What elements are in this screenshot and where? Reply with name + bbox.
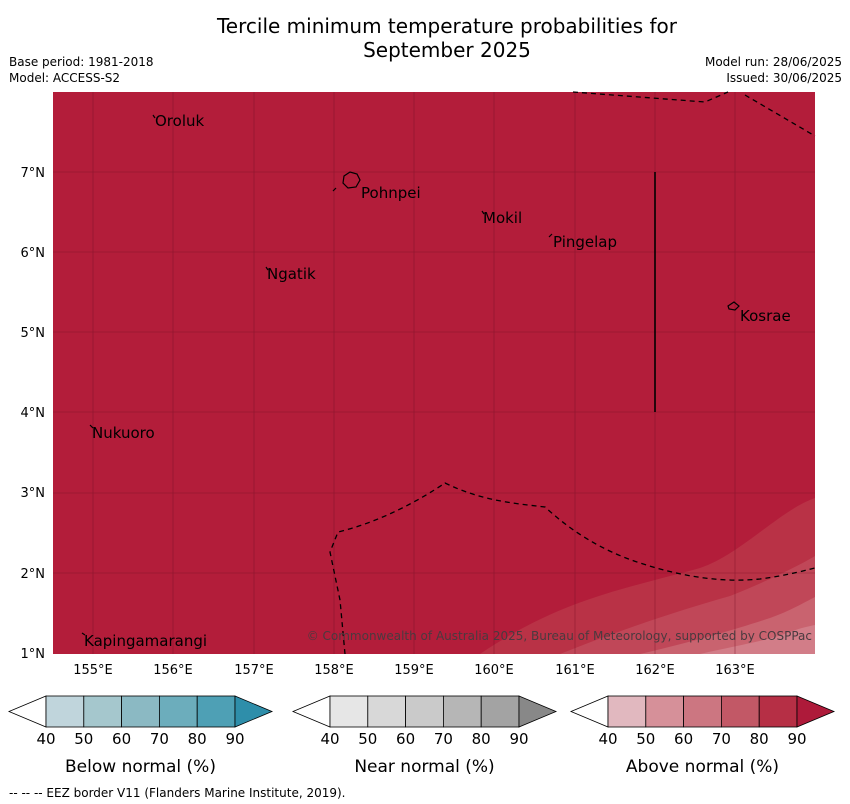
place-oroluk: Oroluk — [155, 112, 204, 130]
legend-1-swatch-2 — [367, 695, 406, 728]
place-kapingamarangi: Kapingamarangi — [84, 632, 207, 650]
legend-0-tick-70: 70 — [150, 730, 169, 748]
legend-1-tick-90: 90 — [509, 730, 528, 748]
pohnpei-island — [342, 171, 361, 189]
kosrae-island — [727, 301, 740, 311]
legend-0-tick-40: 40 — [36, 730, 55, 748]
meta-left: Base period: 1981-2018 Model: ACCESS-S2 — [9, 54, 154, 86]
lat-tick-2n: 2°N — [21, 567, 46, 582]
legend-0-swatch-3 — [121, 695, 160, 728]
lon-tick-161e: 161°E — [555, 663, 595, 678]
lat-axis: 1°N 2°N 3°N 4°N 5°N 6°N 7°N — [21, 166, 46, 662]
meta-right: Model run: 28/06/2025 Issued: 30/06/2025 — [705, 54, 842, 86]
legend-0-high-arrow — [234, 695, 274, 728]
lat-tick-1n: 1°N — [21, 647, 46, 662]
legend-2-tick-50: 50 — [636, 730, 655, 748]
legend-1-swatch-4 — [442, 695, 482, 728]
legend-0-tick-90: 90 — [225, 730, 244, 748]
lon-tick-156e: 156°E — [153, 663, 193, 678]
place-ngatik: Ngatik — [267, 265, 316, 283]
place-mokil: Mokil — [483, 209, 522, 227]
legend-1-tick-50: 50 — [358, 730, 377, 748]
legend-1-swatch-3 — [405, 695, 444, 728]
lon-tick-155e: 155°E — [73, 663, 113, 678]
lon-tick-158e: 158°E — [314, 663, 354, 678]
title-line-2: September 2025 — [363, 38, 531, 62]
lon-tick-162e: 162°E — [635, 663, 675, 678]
legend-1-label: Near normal (%) — [354, 757, 494, 777]
lat-tick-3n: 3°N — [21, 486, 46, 501]
legend-2-low-arrow — [569, 695, 609, 728]
legend-2-swatch-4 — [721, 695, 760, 728]
legend-2-swatch-3 — [683, 695, 722, 728]
copyright-notice: © Commonwealth of Australia 2025, Bureau… — [307, 629, 812, 643]
place-nukuoro: Nukuoro — [92, 424, 155, 442]
legend-0-low-arrow — [7, 695, 47, 728]
legend-0-swatch-2 — [83, 695, 123, 728]
legend-1-swatch-5 — [480, 695, 520, 728]
legend-2-tick-80: 80 — [750, 730, 769, 748]
legend-2-tick-70: 70 — [712, 730, 731, 748]
legend-1-tick-40: 40 — [320, 730, 339, 748]
model-run: Model run: 28/06/2025 — [704, 55, 842, 69]
legend-0-tick-80: 80 — [188, 730, 207, 748]
legend-2-tick-60: 60 — [674, 730, 693, 748]
legend-2-tick-90: 90 — [787, 730, 806, 748]
legend-2-high-arrow — [796, 695, 836, 728]
legend-0-swatch-4 — [158, 695, 198, 728]
legend-0-label: Below normal (%) — [65, 757, 216, 777]
lat-tick-7n: 7°N — [21, 166, 46, 181]
eez-borders — [329, 91, 816, 655]
legend-1-tick-70: 70 — [434, 730, 453, 748]
issued-date: Issued: 30/06/2025 — [726, 71, 842, 85]
legend-0-tick-50: 50 — [74, 730, 93, 748]
legend-1-tick-60: 60 — [396, 730, 415, 748]
legend-1-swatch-1 — [329, 695, 369, 728]
lon-axis: 155°E 156°E 157°E 158°E 159°E 160°E 161°… — [73, 663, 755, 678]
legend-group: 40 50 60 70 80 90 Below normal (%) 40 50 60 70 80 90… — [7, 695, 836, 777]
map-background — [53, 92, 815, 654]
legend-2-swatch-1 — [607, 695, 647, 728]
island-outlines — [81, 114, 740, 636]
map-title: Tercile minimum temperature probabilitie… — [0, 14, 850, 62]
legend-2-swatch-5 — [758, 695, 798, 728]
lon-tick-157e: 157°E — [234, 663, 274, 678]
legend-2-tick-40: 40 — [598, 730, 617, 748]
legend-0-tick-60: 60 — [112, 730, 131, 748]
lat-tick-5n: 5°N — [21, 326, 46, 341]
legend-2-label: Above normal (%) — [626, 757, 779, 777]
legend-1-low-arrow — [291, 695, 331, 728]
legend-0-swatch-1 — [45, 695, 85, 728]
lon-tick-159e: 159°E — [394, 663, 434, 678]
title-line-1: Tercile minimum temperature probabilitie… — [216, 14, 678, 38]
legend-1-high-arrow — [518, 695, 558, 728]
place-pohnpei: Pohnpei — [361, 184, 421, 202]
legend-2-swatch-2 — [645, 695, 684, 728]
probability-band-40 — [700, 625, 815, 654]
place-kosrae: Kosrae — [740, 307, 791, 325]
lat-tick-6n: 6°N — [21, 246, 46, 261]
eez-footnote: -- -- -- EEZ border V11 (Flanders Marine… — [9, 786, 346, 800]
lat-tick-4n: 4°N — [21, 406, 46, 421]
model-name: Model: ACCESS-S2 — [9, 71, 121, 85]
lon-tick-163e: 163°E — [715, 663, 755, 678]
place-pingelap: Pingelap — [553, 233, 617, 251]
legend-0-swatch-5 — [196, 695, 236, 728]
lon-tick-160e: 160°E — [474, 663, 514, 678]
base-period: Base period: 1981-2018 — [9, 55, 154, 69]
legend-1-tick-80: 80 — [472, 730, 491, 748]
